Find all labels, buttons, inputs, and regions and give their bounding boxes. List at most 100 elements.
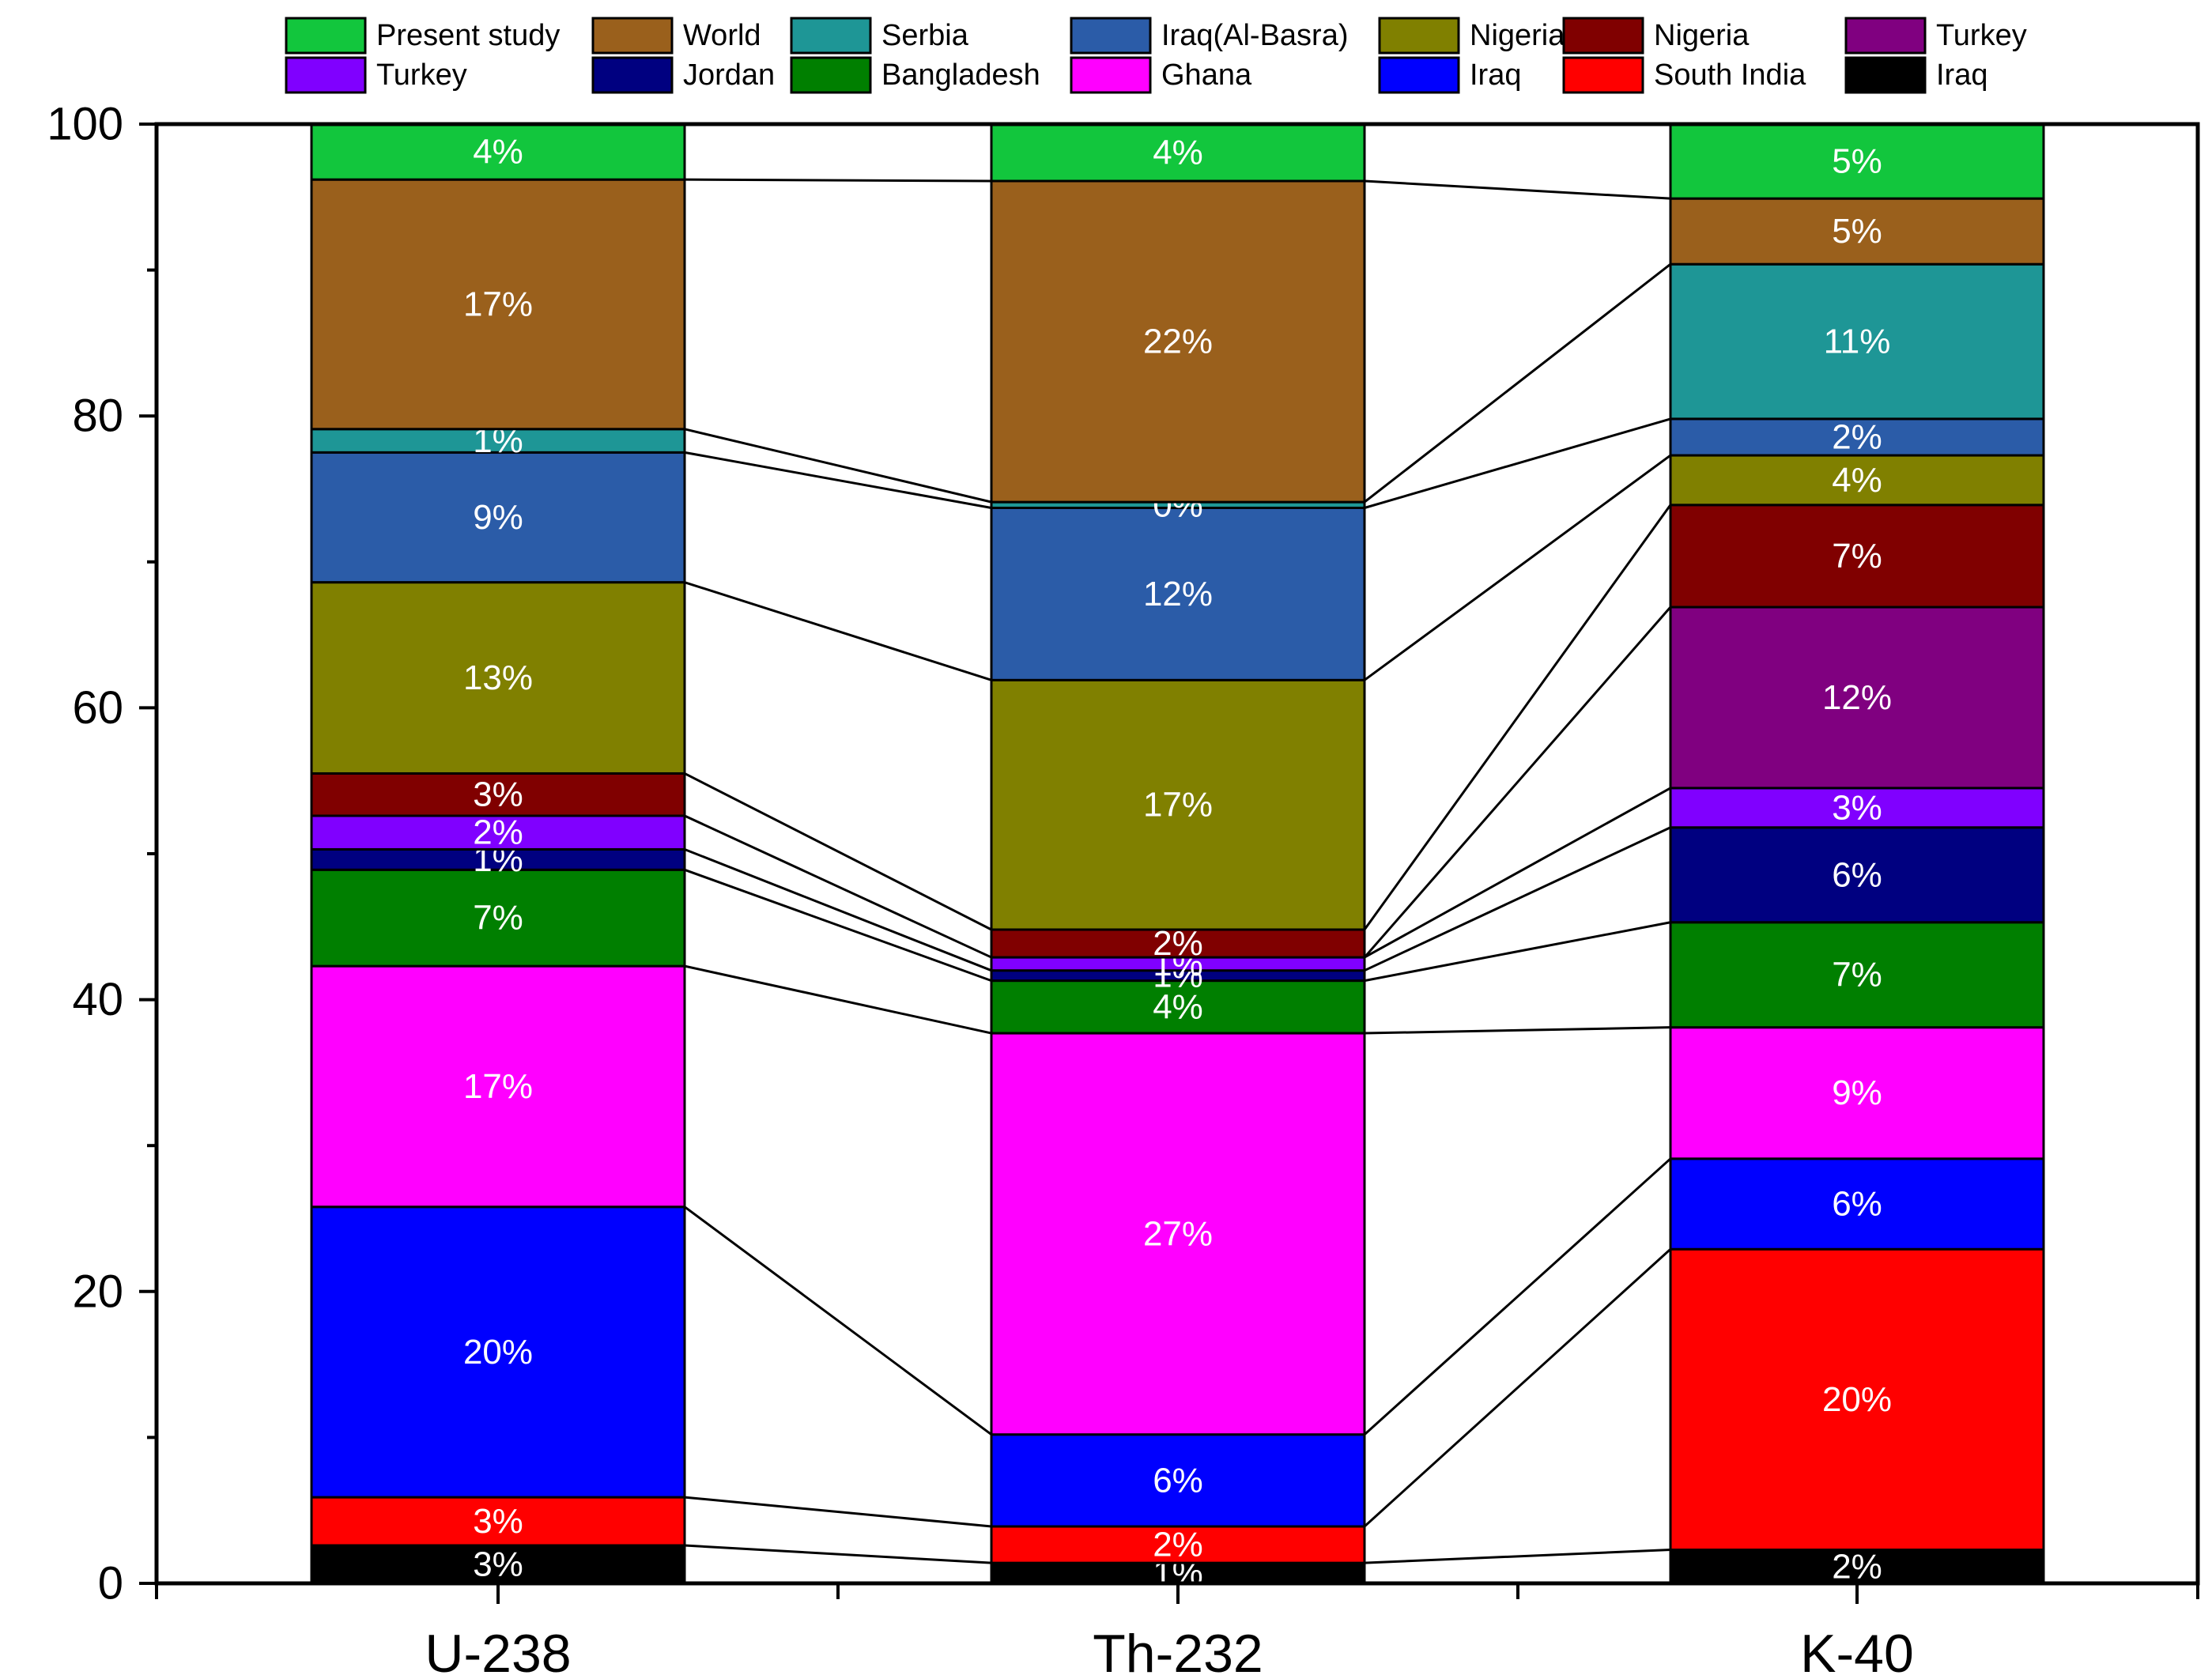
legend-label: Serbia xyxy=(881,19,969,52)
axes: 0 20 40 60 80 100 U-238 Th-232 K-40 xyxy=(47,99,2200,1679)
y-tick-label: 20 xyxy=(72,1266,123,1317)
legend-swatch xyxy=(591,17,674,55)
bar-segment-u-238-nigeria xyxy=(310,581,686,775)
bar-segment-th-232-iraq-al-basra xyxy=(990,506,1366,681)
data-label: 3% xyxy=(473,1502,523,1541)
data-label: 20% xyxy=(1822,1380,1892,1419)
legend-label: Iraq xyxy=(1470,58,1521,92)
bar-segment-u-238-south-india xyxy=(310,1496,686,1547)
bar-segment-k-40-jordan xyxy=(1669,826,2045,924)
data-label: 12% xyxy=(1143,575,1213,613)
bar-segment-k-40-present-study xyxy=(1669,123,2045,200)
y-tick-label: 60 xyxy=(72,682,123,734)
data-label: 4% xyxy=(1153,133,1203,172)
legend-label: Iraq xyxy=(1936,58,1987,92)
legend: Present study World Serbia Iraq(Al-Basra) Ni… xyxy=(285,17,2027,94)
data-label: 3% xyxy=(473,775,523,814)
data-label: 13% xyxy=(463,658,533,697)
data-label: 11% xyxy=(1824,323,1891,361)
legend-label: Jordan xyxy=(683,58,775,92)
bars: 3%3%20%17%7%1%2%3%13%9%1%17%4%1%2%6%27%4… xyxy=(310,123,2045,1593)
data-label: 17% xyxy=(463,1067,533,1106)
data-label: 2% xyxy=(473,813,523,852)
connector-line xyxy=(684,1496,992,1528)
data-label: 9% xyxy=(473,498,523,537)
legend-label: Nigeria xyxy=(1654,19,1750,52)
legend-label: Iraq(Al-Basra) xyxy=(1161,19,1349,52)
connector-line xyxy=(1364,787,1671,959)
bar-segment-u-238-bangladesh xyxy=(310,868,686,968)
bar-segment-u-238-iraq xyxy=(310,1544,686,1585)
connector-line xyxy=(1364,826,1671,972)
data-label: 2% xyxy=(1832,1547,1882,1586)
bar-segment-th-232-nigeria xyxy=(990,928,1366,959)
bar-segment-u-238-iraq-al-basra xyxy=(310,451,686,584)
data-label: 17% xyxy=(1143,786,1213,824)
data-label: 9% xyxy=(1832,1073,1882,1112)
connector-line xyxy=(684,814,992,959)
data-label: 12% xyxy=(1822,678,1892,717)
connector-line xyxy=(684,178,992,183)
data-label: 27% xyxy=(1143,1214,1213,1253)
connector-line xyxy=(684,581,992,681)
bar-segment-th-232-ghana xyxy=(990,1032,1366,1436)
data-label: 2% xyxy=(1832,417,1882,456)
connector-line xyxy=(684,772,992,931)
x-tick-label: U-238 xyxy=(425,1624,571,1679)
connector-line xyxy=(1364,263,1671,504)
bar-segment-k-40-turkey xyxy=(1669,787,2045,829)
y-tick-label: 40 xyxy=(72,974,123,1025)
legend-swatch xyxy=(1844,17,1927,55)
data-label: 7% xyxy=(473,899,523,938)
bar-segment-th-232-world xyxy=(990,179,1366,504)
connector-line xyxy=(684,868,992,983)
data-label: 3% xyxy=(473,1545,523,1584)
data-label: 5% xyxy=(1832,142,1882,181)
bar-segment-k-40-bangladesh xyxy=(1669,921,2045,1029)
bar-segment-u-238-world xyxy=(310,178,686,431)
connector-line xyxy=(684,964,992,1035)
connector-line xyxy=(684,848,992,972)
bar-segment-k-40-ghana xyxy=(1669,1026,2045,1160)
bar-segment-k-40-nigeria xyxy=(1669,454,2045,507)
data-label: 3% xyxy=(1832,788,1882,827)
legend-swatch xyxy=(591,56,674,94)
legend-swatch xyxy=(790,17,872,55)
data-label: 5% xyxy=(1832,212,1882,251)
bar-segment-th-232-iraq xyxy=(990,1433,1366,1528)
data-label: 20% xyxy=(463,1333,533,1371)
y-tick-label: 0 xyxy=(98,1558,123,1609)
data-label: 7% xyxy=(1832,956,1882,994)
legend-label: Ghana xyxy=(1161,58,1252,92)
legend-label: Turkey xyxy=(1936,19,2027,52)
connector-line xyxy=(1364,921,1671,983)
connector-line xyxy=(1363,606,1672,959)
legend-swatch xyxy=(285,56,367,94)
connector-line xyxy=(1363,1248,1672,1528)
data-label: 17% xyxy=(463,285,533,323)
data-label: 22% xyxy=(1143,323,1213,361)
connector-line xyxy=(684,1544,992,1564)
legend-label: World xyxy=(683,19,761,52)
legend-swatch xyxy=(1070,56,1152,94)
legend-swatch xyxy=(1562,17,1644,55)
bar-segment-u-238-ghana xyxy=(310,964,686,1209)
bar-segment-k-40-turkey xyxy=(1669,606,2045,790)
connector-line xyxy=(684,428,992,504)
legend-swatch xyxy=(1070,17,1152,55)
connector-line xyxy=(684,451,992,509)
connector-line xyxy=(1364,454,1671,681)
legend-swatch xyxy=(285,17,367,55)
data-label: 6% xyxy=(1832,1185,1882,1224)
legend-label: Turkey xyxy=(376,58,467,92)
connector-line xyxy=(1364,1026,1671,1035)
y-tick-label: 100 xyxy=(47,99,123,150)
bar-segment-k-40-iraq xyxy=(1669,1549,2045,1585)
data-label: 4% xyxy=(473,133,523,172)
legend-label: Nigeria xyxy=(1470,19,1565,52)
bar-segment-th-232-nigeria xyxy=(990,678,1366,931)
connector-line xyxy=(1363,504,1672,930)
legend-swatch xyxy=(1844,56,1927,94)
x-tick-label: Th-232 xyxy=(1093,1624,1263,1679)
